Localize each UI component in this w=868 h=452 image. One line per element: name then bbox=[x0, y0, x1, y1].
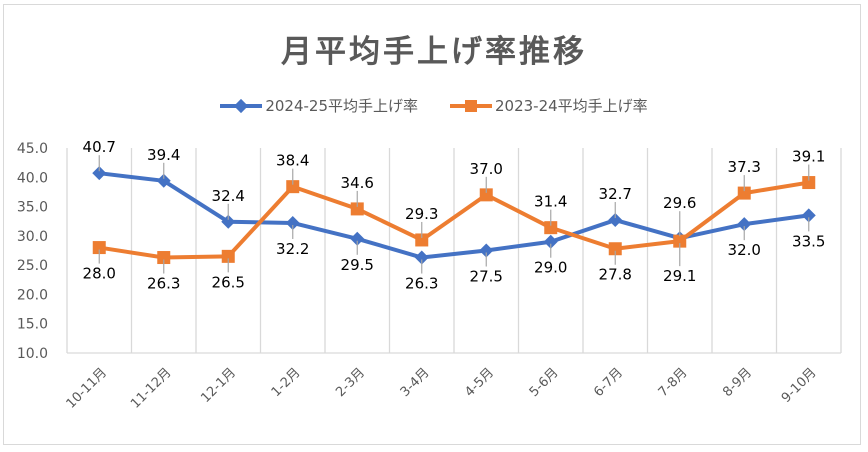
data-point-diamond bbox=[801, 208, 816, 223]
data-label: 32.2 bbox=[276, 240, 309, 258]
data-point-diamond bbox=[285, 215, 300, 230]
data-label: 38.4 bbox=[276, 152, 309, 170]
x-tick-label: 3-4月 bbox=[398, 365, 433, 400]
x-tick-label: 4-5月 bbox=[462, 365, 497, 400]
data-label: 26.3 bbox=[405, 275, 438, 293]
data-point-square bbox=[673, 234, 687, 248]
data-label: 29.1 bbox=[663, 267, 696, 285]
data-label: 31.4 bbox=[534, 193, 567, 211]
y-tick-label: 20.0 bbox=[17, 287, 48, 303]
data-point-square bbox=[608, 242, 622, 256]
legend-item-2024-25[interactable]: 2024-25平均手上げ率 bbox=[220, 95, 418, 116]
data-label: 32.7 bbox=[599, 185, 632, 203]
x-tick-label: 5-6月 bbox=[527, 365, 562, 400]
data-point-square bbox=[737, 186, 751, 200]
data-point-square bbox=[157, 251, 171, 265]
data-label: 27.5 bbox=[470, 268, 503, 286]
series-line-2023-24 bbox=[98, 180, 810, 260]
data-label: 29.6 bbox=[663, 194, 696, 212]
data-point-square bbox=[544, 221, 558, 235]
data-point-diamond bbox=[608, 213, 623, 228]
data-point-square bbox=[802, 176, 816, 190]
data-point-diamond bbox=[221, 214, 236, 229]
data-label: 39.1 bbox=[792, 148, 825, 166]
data-point-square bbox=[221, 249, 235, 263]
series-line-2024-25 bbox=[99, 171, 810, 260]
y-tick-label: 15.0 bbox=[17, 317, 48, 333]
data-label: 32.0 bbox=[728, 241, 761, 259]
data-label: 26.3 bbox=[147, 275, 180, 293]
data-label: 37.3 bbox=[728, 158, 761, 176]
data-point-square bbox=[286, 180, 300, 194]
data-point-diamond bbox=[156, 173, 171, 188]
data-label: 26.5 bbox=[212, 273, 245, 291]
data-point-square bbox=[415, 233, 429, 247]
data-label: 29.0 bbox=[534, 259, 567, 277]
x-tick-label: 2-3月 bbox=[333, 365, 368, 400]
data-point-square bbox=[350, 202, 364, 216]
x-tick-label: 9-10月 bbox=[779, 365, 820, 406]
x-tick-label: 1-2月 bbox=[269, 365, 304, 400]
data-label: 32.4 bbox=[212, 187, 245, 205]
data-label: 40.7 bbox=[83, 138, 116, 156]
data-label: 37.0 bbox=[470, 160, 503, 178]
y-tick-label: 25.0 bbox=[17, 258, 48, 274]
y-tick-label: 40.0 bbox=[17, 170, 48, 186]
x-tick-label: 8-9月 bbox=[720, 365, 755, 400]
data-label: 28.0 bbox=[83, 265, 116, 283]
x-tick-label: 10-11月 bbox=[64, 365, 111, 412]
legend-label: 2024-25平均手上げ率 bbox=[265, 97, 418, 115]
data-label: 34.6 bbox=[341, 174, 374, 192]
legend-item-2023-24[interactable]: 2023-24平均手上げ率 bbox=[450, 95, 648, 116]
data-point-diamond bbox=[414, 250, 429, 265]
legend-label: 2023-24平均手上げ率 bbox=[495, 97, 648, 115]
data-label: 29.5 bbox=[341, 256, 374, 274]
data-point-diamond bbox=[350, 231, 365, 246]
data-point-square bbox=[479, 188, 493, 202]
data-point-square bbox=[92, 241, 106, 255]
legend-diamond-line-icon bbox=[220, 98, 263, 113]
legend: 2024-25平均手上げ率 2023-24平均手上げ率 bbox=[0, 95, 868, 116]
data-label: 33.5 bbox=[792, 232, 825, 250]
data-point-diamond bbox=[92, 166, 107, 181]
legend-square-line-icon bbox=[450, 99, 492, 113]
y-tick-label: 10.0 bbox=[17, 346, 48, 362]
y-tick-label: 30.0 bbox=[17, 229, 48, 245]
data-label: 27.8 bbox=[599, 266, 632, 284]
data-label: 29.3 bbox=[405, 205, 438, 223]
data-label: 39.4 bbox=[147, 146, 180, 164]
x-tick-label: 12-1月 bbox=[198, 365, 239, 406]
x-tick-label: 11-12月 bbox=[128, 365, 175, 412]
data-point-diamond bbox=[479, 243, 494, 258]
data-point-diamond bbox=[543, 234, 558, 249]
chart-title: 月平均手上げ率推移 bbox=[281, 34, 587, 70]
chart-frame bbox=[3, 4, 861, 445]
x-tick-label: 6-7月 bbox=[591, 365, 626, 400]
y-tick-label: 45.0 bbox=[17, 141, 48, 157]
y-tick-label: 35.0 bbox=[17, 200, 48, 216]
x-tick-label: 7-8月 bbox=[656, 365, 691, 400]
data-point-diamond bbox=[737, 217, 752, 232]
